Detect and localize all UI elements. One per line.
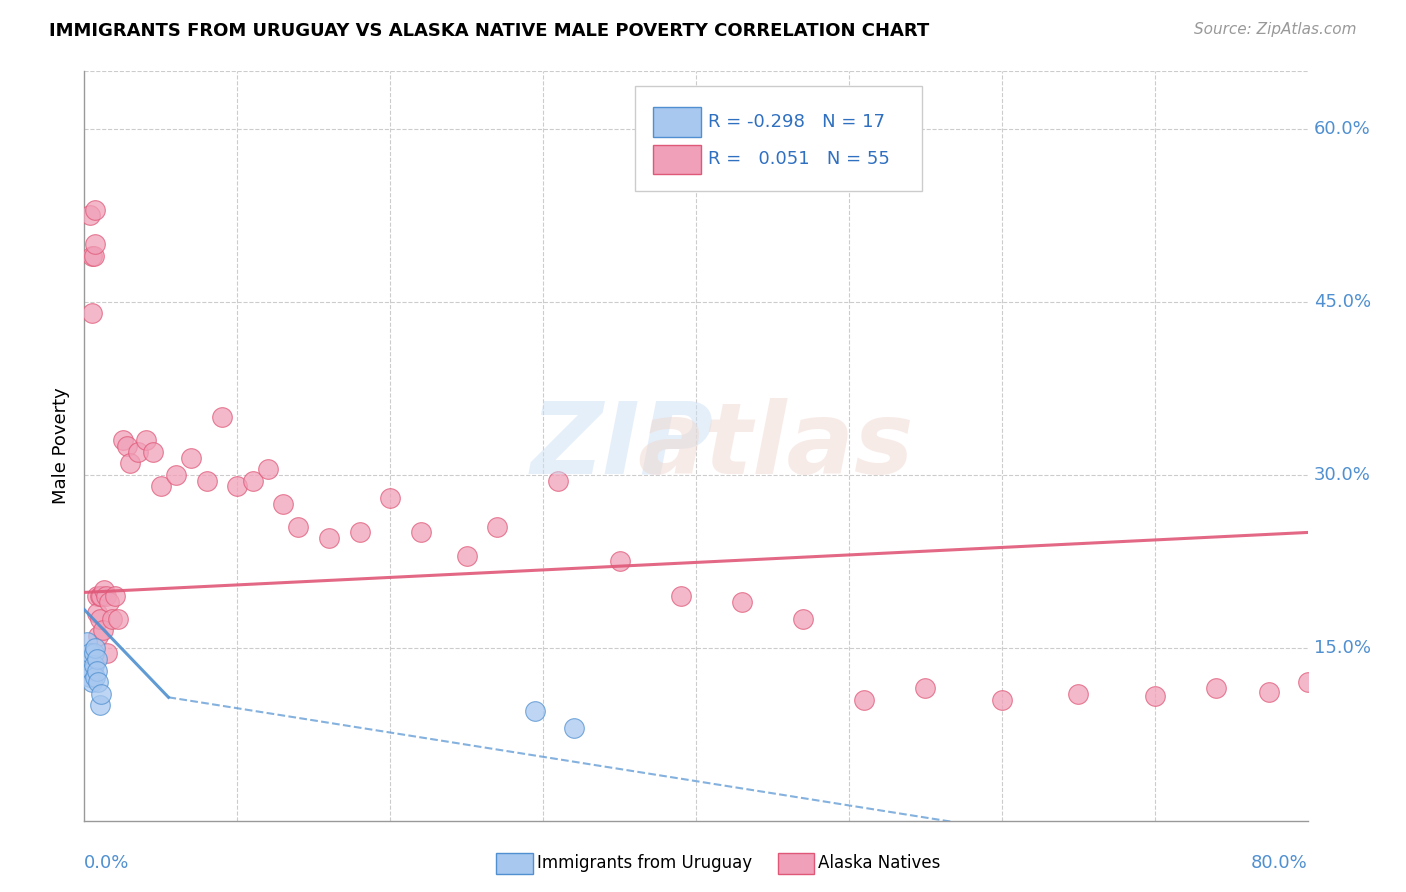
Point xyxy=(562,722,585,736)
Point xyxy=(142,444,165,458)
Point xyxy=(83,647,105,661)
Point xyxy=(86,589,108,603)
Point xyxy=(111,434,134,448)
Point xyxy=(914,681,936,695)
Point xyxy=(86,664,108,678)
Point xyxy=(76,635,98,649)
Point xyxy=(86,652,108,666)
Point xyxy=(80,664,103,678)
Text: 30.0%: 30.0% xyxy=(1313,466,1371,483)
Text: R =   0.051   N = 55: R = 0.051 N = 55 xyxy=(709,150,890,168)
Point xyxy=(84,640,107,655)
Point xyxy=(1205,681,1227,695)
Text: R = -0.298   N = 17: R = -0.298 N = 17 xyxy=(709,112,886,130)
Point xyxy=(456,549,478,563)
Text: 45.0%: 45.0% xyxy=(1313,293,1371,311)
Point xyxy=(83,658,105,673)
Point xyxy=(271,497,294,511)
Point xyxy=(115,439,138,453)
Point xyxy=(135,434,157,448)
Point xyxy=(165,467,187,482)
Point xyxy=(84,669,107,683)
FancyBboxPatch shape xyxy=(654,145,700,174)
Point xyxy=(1067,687,1090,701)
Text: IMMIGRANTS FROM URUGUAY VS ALASKA NATIVE MALE POVERTY CORRELATION CHART: IMMIGRANTS FROM URUGUAY VS ALASKA NATIVE… xyxy=(49,22,929,40)
Point xyxy=(349,525,371,540)
Point xyxy=(89,698,111,713)
Point xyxy=(226,479,249,493)
Point xyxy=(107,612,129,626)
Point xyxy=(83,249,105,263)
Point xyxy=(127,444,149,458)
Point xyxy=(257,462,280,476)
Point xyxy=(669,589,692,603)
Point xyxy=(318,531,340,545)
Point xyxy=(731,594,754,608)
Point xyxy=(149,479,172,493)
Point xyxy=(547,474,569,488)
Text: Immigrants from Uruguay: Immigrants from Uruguay xyxy=(537,855,752,872)
Point xyxy=(96,647,118,661)
Point xyxy=(87,629,110,643)
Point xyxy=(90,687,112,701)
Point xyxy=(486,519,509,533)
Text: ZIP: ZIP xyxy=(531,398,714,494)
Point xyxy=(79,647,101,661)
Text: 15.0%: 15.0% xyxy=(1313,639,1371,657)
Point xyxy=(79,669,101,683)
Point xyxy=(195,474,218,488)
Point xyxy=(89,612,111,626)
Text: Source: ZipAtlas.com: Source: ZipAtlas.com xyxy=(1194,22,1357,37)
Point xyxy=(120,456,142,470)
Point xyxy=(84,237,107,252)
Point xyxy=(94,589,117,603)
Point xyxy=(87,675,110,690)
Point xyxy=(80,249,103,263)
Point xyxy=(90,589,112,603)
Point xyxy=(89,589,111,603)
Point xyxy=(180,450,202,465)
Text: atlas: atlas xyxy=(637,398,914,494)
Point xyxy=(104,589,127,603)
Point xyxy=(211,410,233,425)
Point xyxy=(93,583,115,598)
Point xyxy=(524,704,547,718)
FancyBboxPatch shape xyxy=(636,87,922,191)
Point xyxy=(84,202,107,217)
Point xyxy=(609,554,631,568)
Point xyxy=(1296,675,1319,690)
Point xyxy=(991,692,1014,706)
Point xyxy=(80,306,103,320)
Point xyxy=(91,624,114,638)
FancyBboxPatch shape xyxy=(654,107,700,136)
Point xyxy=(77,658,100,673)
Text: 60.0%: 60.0% xyxy=(1313,120,1371,138)
Point xyxy=(380,491,402,505)
Point xyxy=(80,675,103,690)
Point xyxy=(242,474,264,488)
Point xyxy=(97,594,120,608)
Point xyxy=(86,606,108,620)
Point xyxy=(853,692,876,706)
Point xyxy=(1143,689,1166,703)
Text: Alaska Natives: Alaska Natives xyxy=(818,855,941,872)
Point xyxy=(287,519,309,533)
Point xyxy=(792,612,814,626)
Y-axis label: Male Poverty: Male Poverty xyxy=(52,388,70,504)
Text: 80.0%: 80.0% xyxy=(1251,855,1308,872)
Point xyxy=(101,612,124,626)
Point xyxy=(1258,684,1281,698)
Point xyxy=(79,209,101,223)
Point xyxy=(409,525,432,540)
Text: 0.0%: 0.0% xyxy=(84,855,129,872)
